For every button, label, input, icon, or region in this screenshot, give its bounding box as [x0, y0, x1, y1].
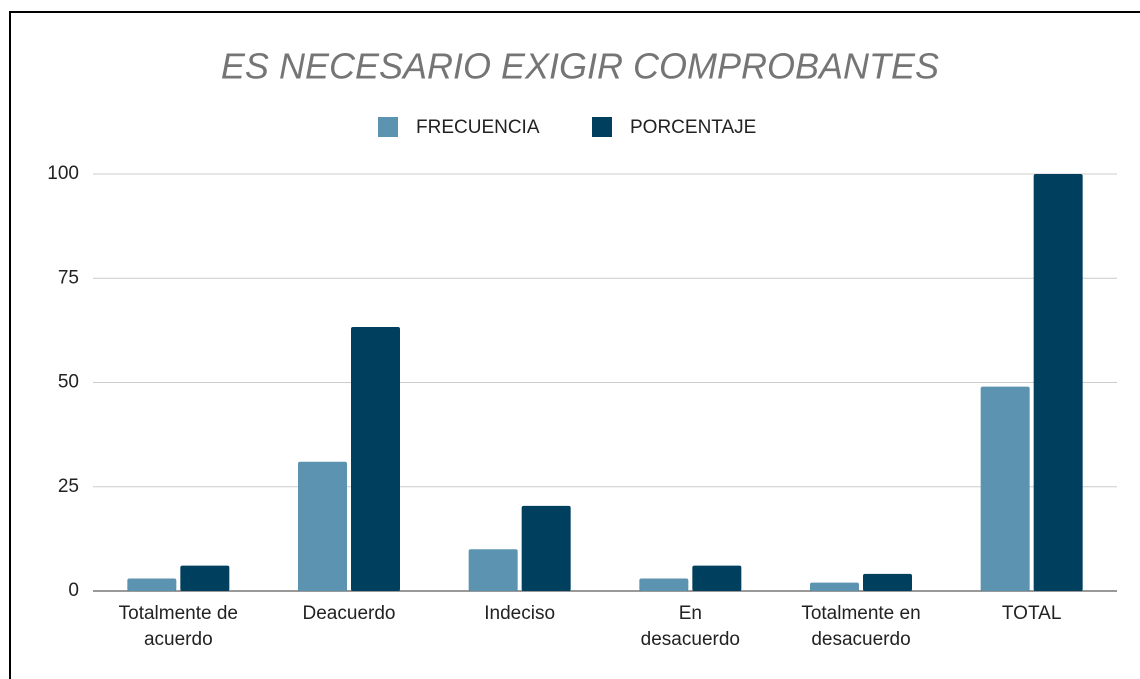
bar [521, 505, 571, 591]
y-tick-label: 75 [58, 267, 79, 288]
legend-swatch [592, 117, 612, 137]
x-tick-label: Totalmente de acuerdo [118, 603, 238, 650]
chart-title: ES NECESARIO EXIGIR COMPROBANTES [221, 46, 939, 87]
bar [692, 565, 742, 591]
frame [9, 11, 1140, 679]
x-tick-label: Totalmente en desacuerdo [801, 603, 921, 650]
bar [298, 461, 347, 591]
y-tick-label: 0 [68, 580, 79, 601]
y-tick-label: 25 [58, 476, 79, 497]
bar [468, 549, 518, 591]
x-tick-label: En desacuerdo [640, 603, 740, 650]
legend-label: FRECUENCIA [416, 117, 540, 138]
x-tick-label: Deacuerdo [302, 603, 396, 624]
bar [1033, 174, 1083, 591]
legend-label: PORCENTAJE [630, 117, 756, 138]
x-tick-label: TOTAL [1001, 603, 1062, 624]
bar [639, 578, 689, 591]
x-tick-label: Indeciso [484, 603, 556, 624]
bar [863, 573, 912, 591]
bar [810, 582, 859, 591]
bar [127, 578, 177, 591]
bar [351, 327, 400, 591]
bar [180, 565, 230, 591]
bar [980, 386, 1030, 591]
y-tick-label: 100 [47, 163, 79, 184]
legend-swatch [378, 117, 398, 137]
y-tick-label: 50 [58, 372, 79, 393]
